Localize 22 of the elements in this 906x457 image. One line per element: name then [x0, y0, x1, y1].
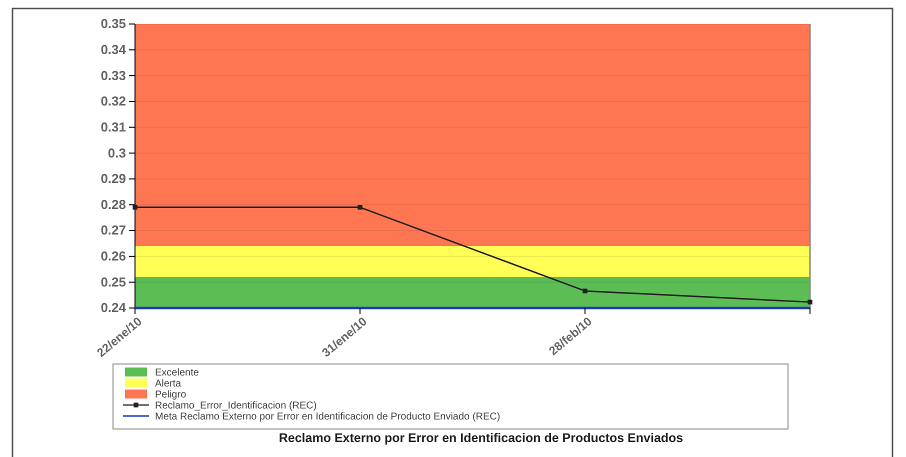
y-tick-label: 0.35 [100, 16, 126, 32]
point [132, 204, 138, 210]
y-tick-label: 0.26 [100, 248, 126, 264]
y-tick-label: 0.31 [100, 119, 126, 134]
point [358, 204, 362, 210]
point [582, 288, 588, 294]
legend-label: Reclamo_Error_Identificacion (REC) [155, 400, 317, 412]
text: Reclamo Externo por Error en Identificacion de Productos Enviados [278, 431, 684, 445]
y-tick-label: 0.25 [100, 274, 126, 290]
y-tick-label: 0.24 [100, 300, 127, 316]
y-tick-label: 0.29 [100, 171, 126, 186]
y-tick-label: 0.3 [108, 145, 126, 160]
legend-label: Peligro [155, 390, 187, 400]
y-tick-label: 0.27 [100, 222, 126, 238]
legend-label: Meta Reclamo Externo por Error en Identificacion de Producto Enviado (REC) [155, 412, 500, 422]
point [808, 300, 812, 304]
legend-label: Alerta [155, 378, 182, 390]
y-tick-label: 0.33 [100, 68, 126, 83]
y-tick-label: 0.32 [100, 94, 126, 109]
y-tick-label: 0.28 [100, 196, 126, 212]
legend-label: Excelente [155, 368, 200, 378]
y-tick-label: 0.34 [100, 42, 127, 57]
